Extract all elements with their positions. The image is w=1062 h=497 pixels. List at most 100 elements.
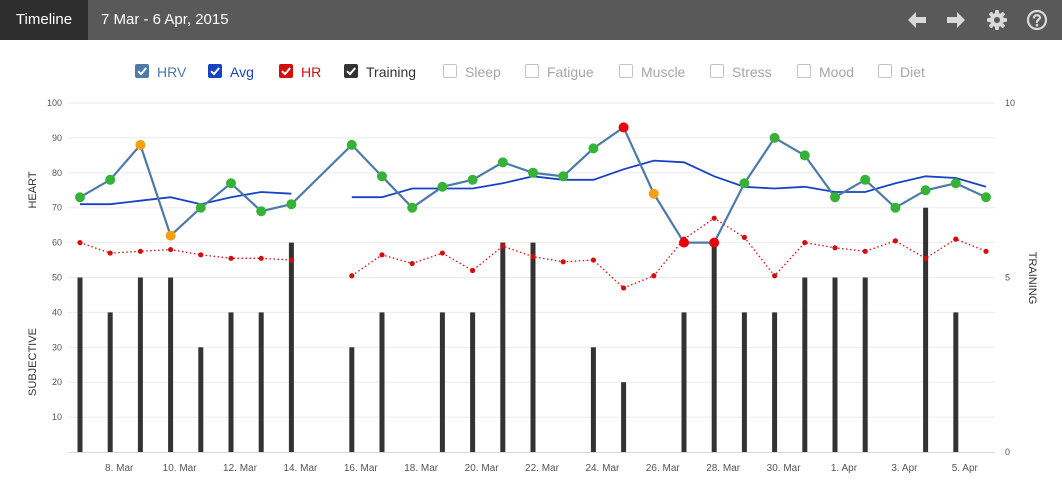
hrv-point	[920, 185, 931, 196]
y-tick-label: 20	[52, 377, 62, 387]
legend-label: Avg	[230, 64, 254, 80]
training-bar	[379, 312, 385, 452]
hr-point	[983, 248, 989, 254]
legend-item-sleep[interactable]: Sleep	[443, 58, 501, 86]
legend-label: Sleep	[465, 64, 501, 80]
hr-point	[832, 245, 838, 251]
checkbox-icon[interactable]	[443, 64, 457, 79]
legend-label: Mood	[819, 64, 855, 80]
y-tick-label: 30	[52, 342, 62, 352]
checkbox-icon[interactable]	[344, 64, 358, 79]
hrv-point	[195, 202, 206, 213]
hr-point	[802, 240, 808, 246]
y-tick-label: 80	[52, 168, 62, 178]
x-tick-label: 12. Mar	[223, 463, 258, 474]
hrv-point	[437, 181, 448, 192]
legend-item-training[interactable]: Training	[344, 58, 416, 86]
training-bar	[681, 312, 687, 452]
hrv-point	[377, 171, 387, 182]
timeline-chart[interactable]: 10 20 30 40 50 60 70 80 90 100 0 5 10 8. Mar 10. Mar 12…	[0, 86, 1062, 497]
hrv-point	[528, 167, 538, 178]
hr-line	[79, 241, 292, 261]
hr-point	[198, 252, 204, 258]
hr-point	[228, 255, 234, 261]
checkbox-icon[interactable]	[797, 64, 811, 79]
hr-point	[560, 259, 566, 265]
x-tick-label: 16. Mar	[344, 463, 379, 474]
hrv-point	[648, 188, 659, 199]
legend-item-muscle[interactable]: Muscle	[619, 58, 685, 86]
hrv-point	[346, 139, 357, 150]
hr-point	[107, 250, 113, 256]
arrow-right-icon[interactable]	[944, 8, 968, 32]
y-tick-label: 50	[52, 273, 62, 283]
x-tick-label: 5. Apr	[952, 463, 979, 474]
hrv-point	[981, 192, 991, 203]
hrv-point	[558, 171, 569, 182]
y-tick-label: 60	[52, 238, 62, 248]
training-bar	[802, 277, 808, 452]
avg-line	[80, 191, 292, 206]
hr-point	[892, 238, 899, 244]
hr-point	[590, 257, 597, 263]
checkbox-icon[interactable]	[279, 64, 293, 79]
training-bar	[137, 277, 143, 452]
legend-label: Training	[366, 64, 417, 80]
hrv-point	[165, 230, 176, 241]
legend-item-hr[interactable]: HR	[279, 58, 321, 86]
legend-item-fatigue[interactable]: Fatigue	[525, 58, 594, 86]
hrv-point	[497, 157, 508, 168]
checkbox-icon[interactable]	[208, 64, 222, 79]
hr-point	[137, 248, 143, 254]
timeline-tab[interactable]: Timeline	[0, 0, 88, 40]
left-axis-label-subjective: SUBJECTIVE	[27, 328, 39, 396]
hr-point	[288, 257, 294, 263]
x-tick-label: 20. Mar	[465, 463, 500, 474]
hrv-point	[588, 143, 599, 154]
right-tick-label: 10	[1005, 98, 1015, 108]
training-bar	[862, 277, 868, 452]
hr-point	[470, 267, 476, 274]
checkbox-icon[interactable]	[878, 64, 892, 79]
hrv-point	[739, 178, 750, 189]
hr-point	[500, 243, 506, 249]
gear-icon[interactable]	[985, 8, 1009, 32]
training-bar	[107, 312, 113, 452]
hr-point	[258, 255, 264, 261]
training-bar	[168, 277, 174, 452]
help-icon[interactable]	[1025, 8, 1049, 32]
training-bar	[228, 312, 234, 452]
training-bar	[832, 277, 838, 452]
hr-point	[772, 273, 778, 279]
y-tick-label: 100	[47, 98, 62, 108]
checkbox-icon[interactable]	[710, 64, 724, 79]
hr-point	[741, 234, 748, 240]
x-tick-label: 28. Mar	[706, 463, 741, 474]
training-bar	[500, 242, 506, 452]
legend-item-diet[interactable]: Diet	[878, 58, 925, 86]
checkbox-icon[interactable]	[525, 64, 539, 79]
hr-point	[439, 250, 445, 256]
hrv-point	[890, 202, 901, 213]
legend-label: HR	[301, 64, 322, 80]
arrow-left-icon[interactable]	[905, 8, 929, 32]
checkbox-icon[interactable]	[135, 64, 149, 79]
legend-label: Muscle	[641, 64, 686, 80]
hrv-point	[830, 192, 840, 203]
legend-item-stress[interactable]: Stress	[710, 58, 772, 86]
legend-item-hrv[interactable]: HRV	[135, 58, 186, 86]
y-tick-label: 10	[52, 412, 62, 422]
legend-item-mood[interactable]: Mood	[797, 58, 854, 86]
right-tick-label: 0	[1005, 447, 1010, 457]
checkbox-icon[interactable]	[619, 64, 633, 79]
training-bar	[590, 347, 596, 452]
legend-label: HRV	[157, 64, 187, 80]
hr-point	[379, 252, 385, 258]
training-bar	[741, 312, 747, 452]
y-tick-label: 70	[52, 203, 62, 213]
hrv-point	[860, 174, 871, 185]
legend-item-avg[interactable]: Avg	[208, 58, 254, 86]
x-tick-label: 3. Apr	[891, 463, 918, 474]
date-range-label[interactable]: 7 Mar - 6 Apr, 2015	[101, 11, 229, 28]
hrv-point	[407, 202, 418, 213]
